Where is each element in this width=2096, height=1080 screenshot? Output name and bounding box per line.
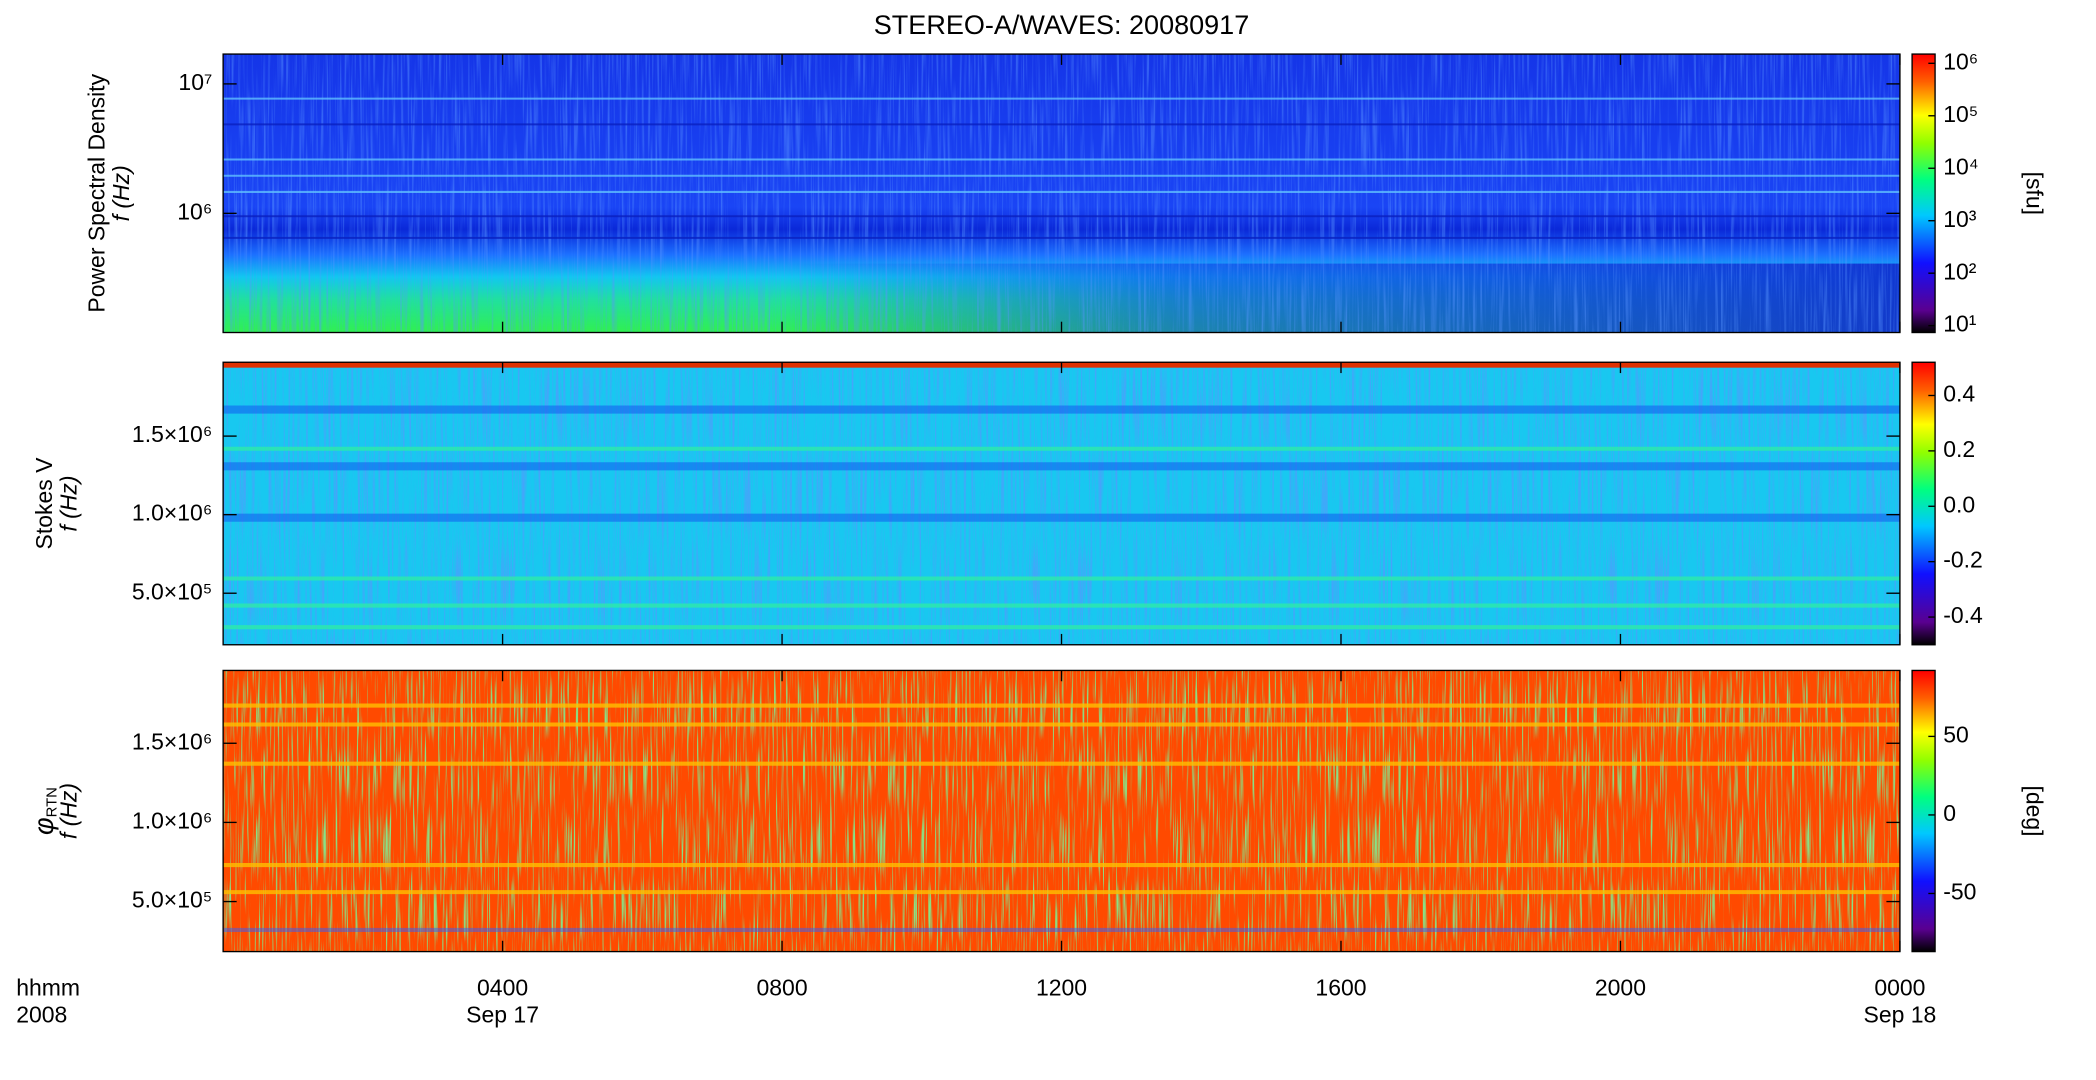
- y-axis-title-subscript: RTN: [45, 787, 61, 817]
- colorbar-tick-label: 10⁶: [1943, 48, 1978, 74]
- colorbar-tick-label: 10²: [1943, 258, 1977, 284]
- colorbar-tick-label: 50: [1943, 721, 1969, 747]
- y-axis-label: f (Hz): [55, 475, 81, 531]
- colorbar-tick-label: 10⁴: [1943, 153, 1978, 179]
- y-axis-label: f (Hz): [55, 783, 81, 839]
- y-axis-title-text: Stokes V: [31, 457, 57, 550]
- y-axis-title: Power Spectral Density: [84, 73, 110, 312]
- x-axis-label: hhmm: [16, 975, 80, 1001]
- y-axis-title-text: φ: [29, 817, 59, 835]
- colorbar-tick-label: 0.4: [1943, 381, 1975, 407]
- colorbar: [1911, 53, 1936, 334]
- spectrogram-image: [223, 362, 1900, 645]
- y-axis-label: f (Hz): [108, 165, 134, 221]
- x-date-label: Sep 17: [466, 1002, 539, 1028]
- x-tick-label: 0400: [477, 975, 528, 1001]
- y-tick-label: 5.0×10⁵: [132, 578, 212, 604]
- colorbar-tick-label: 0: [1943, 800, 1956, 826]
- colorbar-tick-label: -0.2: [1943, 547, 1983, 573]
- colorbar-tick-label: 0.2: [1943, 436, 1975, 462]
- y-tick-label: 5.0×10⁵: [132, 887, 212, 913]
- x-tick-label: 1200: [1036, 975, 1087, 1001]
- colorbar-tick-label: 10³: [1943, 206, 1977, 232]
- x-tick-label: 0000: [1874, 975, 1925, 1001]
- colorbar: [1911, 361, 1936, 646]
- colorbar-tick-label: 10¹: [1943, 311, 1977, 337]
- y-axis-title-text: Power Spectral Density: [84, 73, 110, 312]
- spectrogram-image: [223, 54, 1900, 333]
- y-tick-label: 10⁷: [178, 69, 212, 95]
- spectrogram-image: [223, 670, 1900, 952]
- colorbar-tick-label: 10⁵: [1943, 101, 1978, 127]
- x-tick-label: 0800: [756, 975, 807, 1001]
- colorbar-tick-label: -50: [1943, 879, 1976, 905]
- y-axis-title: φRTN: [29, 787, 61, 835]
- colorbar: [1911, 669, 1936, 953]
- y-tick-label: 1.5×10⁶: [132, 421, 212, 447]
- y-tick-label: 1.5×10⁶: [132, 728, 212, 754]
- chart-title: STEREO-A/WAVES: 20080917: [874, 10, 1249, 40]
- x-date-label: Sep 18: [1864, 1002, 1937, 1028]
- colorbar-label: [sfu]: [2021, 172, 2047, 215]
- x-tick-label: 1600: [1315, 975, 1366, 1001]
- x-tick-label: 2000: [1595, 975, 1646, 1001]
- y-axis-title: Stokes V: [31, 457, 57, 550]
- y-tick-label: 1.0×10⁶: [132, 500, 212, 526]
- y-tick-label: 1.0×10⁶: [132, 807, 212, 833]
- colorbar-tick-label: 0.0: [1943, 491, 1975, 517]
- colorbar-label: [deg]: [2021, 785, 2047, 836]
- y-tick-label: 10⁶: [177, 198, 212, 224]
- colorbar-tick-label: -0.4: [1943, 602, 1983, 628]
- x-axis-label: 2008: [16, 1002, 67, 1028]
